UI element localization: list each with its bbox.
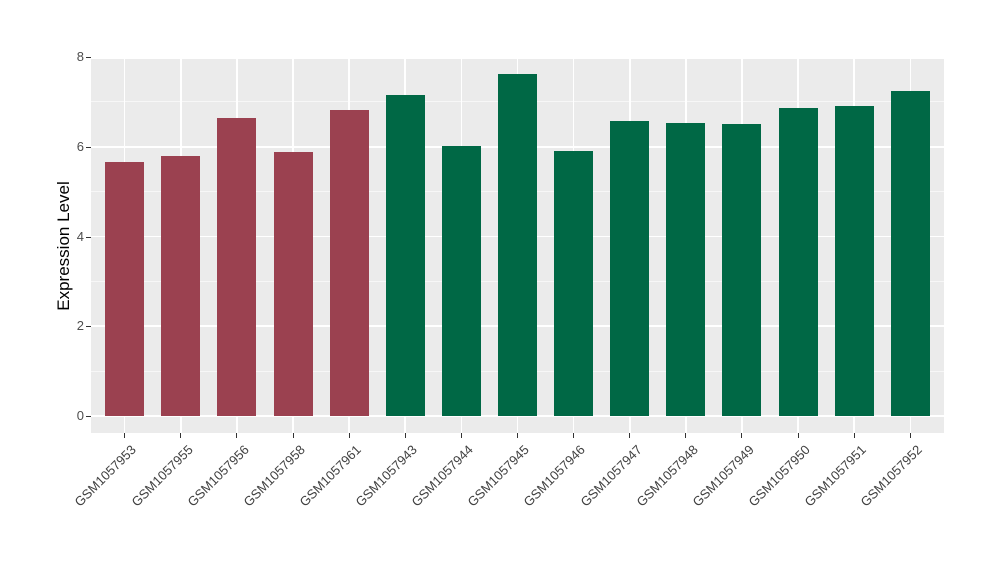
- y-tick-label-2: 2: [76, 318, 84, 334]
- x-tick-mark-GSM1057951: [853, 433, 855, 438]
- bar-GSM1057961: [329, 109, 369, 416]
- y-tick-mark-0: [86, 416, 91, 417]
- bar-GSM1057952: [890, 90, 930, 416]
- bar-GSM1057946: [554, 151, 594, 416]
- y-tick-label-4: 4: [76, 228, 84, 244]
- x-tick-mark-GSM1057944: [460, 433, 462, 438]
- x-tick-mark-GSM1057950: [797, 433, 799, 438]
- x-tick-mark-GSM1057947: [629, 433, 631, 438]
- x-tick-mark-GSM1057949: [741, 433, 743, 438]
- bar-GSM1057956: [217, 118, 257, 416]
- bar-GSM1057955: [161, 155, 201, 416]
- y-tick-mark-8: [86, 57, 91, 58]
- bar-GSM1057949: [722, 124, 762, 416]
- bar-GSM1057947: [610, 121, 650, 416]
- x-tick-mark-GSM1057955: [180, 433, 182, 438]
- x-tick-mark-GSM1057946: [573, 433, 575, 438]
- y-tick-label-0: 0: [76, 408, 84, 423]
- y-axis-title: Expression Level: [54, 181, 73, 311]
- y-tick-mark-4: [86, 236, 91, 238]
- y-tick-label-8: 8: [76, 49, 84, 64]
- x-tick-mark-GSM1057945: [517, 433, 518, 438]
- y-tick-mark-6: [86, 146, 91, 148]
- bar-GSM1057958: [273, 151, 313, 416]
- plot-panel: [91, 57, 944, 433]
- x-tick-mark-GSM1057953: [124, 433, 126, 438]
- y-tick-label-6: 6: [76, 138, 84, 154]
- y-tick-mark-2: [86, 326, 91, 328]
- x-tick-mark-GSM1057956: [236, 433, 238, 438]
- bar-GSM1057950: [778, 107, 818, 416]
- bar-GSM1057953: [105, 162, 145, 416]
- x-tick-mark-GSM1057952: [909, 433, 911, 438]
- bar-GSM1057951: [834, 105, 874, 416]
- bar-GSM1057945: [498, 74, 537, 416]
- bar-GSM1057944: [441, 146, 481, 416]
- x-tick-mark-GSM1057948: [685, 433, 687, 438]
- x-tick-mark-GSM1057943: [404, 433, 406, 438]
- bar-GSM1057943: [385, 95, 425, 416]
- x-tick-mark-GSM1057961: [348, 433, 350, 438]
- x-tick-mark-GSM1057958: [292, 433, 294, 438]
- bar-GSM1057948: [666, 123, 706, 416]
